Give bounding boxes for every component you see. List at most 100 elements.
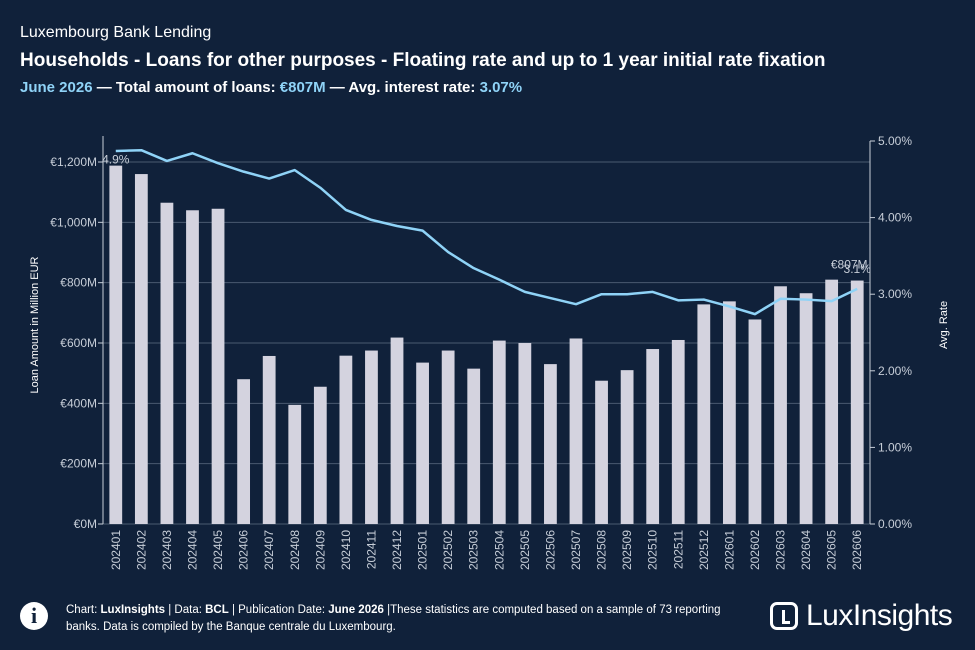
- y-left-tick-label: €200M: [60, 457, 97, 471]
- bar: [390, 337, 404, 524]
- x-tick-label: 202602: [748, 530, 762, 570]
- x-tick-label: 202502: [441, 530, 455, 570]
- bar: [518, 343, 532, 524]
- bar-layer: [109, 165, 864, 525]
- bar: [237, 379, 251, 524]
- bar: [467, 368, 481, 524]
- x-tick-label: 202512: [697, 530, 711, 570]
- y-left-tick-label: €1,000M: [50, 215, 97, 229]
- x-tick-label: 202406: [237, 530, 251, 570]
- bar: [262, 355, 276, 524]
- bar: [799, 293, 813, 524]
- footer-pub-label: | Publication Date:: [228, 604, 329, 616]
- x-tick-label: 202606: [850, 530, 864, 570]
- bar: [646, 349, 660, 524]
- x-tick-label: 202402: [134, 530, 148, 570]
- bar: [441, 350, 455, 524]
- x-tick-label: 202505: [518, 530, 532, 570]
- chart-subtitle: June 2026 — Total amount of loans: €807M…: [20, 79, 522, 96]
- info-icon[interactable]: i: [20, 602, 48, 630]
- last-rate-label: 3.1%: [844, 262, 872, 276]
- bar: [569, 338, 583, 524]
- x-tick-label: 202511: [671, 530, 685, 569]
- bar: [722, 301, 736, 524]
- x-tick-label: 202401: [109, 530, 123, 570]
- subtitle-sep-1: — Total amount of loans:: [92, 79, 280, 96]
- combo-chart: €0M €200M €400M €600M €800M €1,000M €1,200M 0.0…: [29, 134, 950, 570]
- y-left-tick-label: €0M: [74, 517, 97, 531]
- first-rate-label: 4.9%: [102, 153, 130, 167]
- rate-line-series: [115, 148, 858, 316]
- luxinsights-logo[interactable]: LuxInsights: [770, 596, 953, 636]
- bar: [186, 210, 199, 524]
- y-right-axis-title: Avg. Rate: [938, 301, 950, 349]
- subtitle-period: June 2026: [20, 79, 93, 96]
- y-left-tick-label: €800M: [60, 276, 97, 290]
- y-right-tick-label: 5.00%: [878, 134, 912, 148]
- x-tick-label: 202605: [825, 530, 839, 570]
- x-tick-label: 202404: [185, 530, 199, 570]
- grid-layer: [98, 136, 875, 525]
- x-tick-label: 202411: [364, 530, 378, 569]
- x-tick-label: 202410: [339, 530, 353, 570]
- bar: [671, 339, 685, 524]
- subtitle-rate: 3.07%: [479, 79, 523, 96]
- footer-chart-label: Chart:: [66, 604, 101, 616]
- bar: [850, 280, 864, 524]
- x-tick-label: 202412: [390, 530, 404, 570]
- x-tick-label: 202504: [492, 530, 506, 570]
- x-tick-label: 202508: [595, 530, 609, 570]
- bar: [825, 279, 839, 524]
- x-tick-label: 202510: [646, 530, 660, 570]
- last-amount-label: €807M: [831, 258, 868, 272]
- footer-pub-date: June 2026: [328, 604, 384, 616]
- y-right-tick-label: 3.00%: [878, 287, 912, 301]
- bar: [748, 319, 762, 524]
- y-left-axis-title: Loan Amount in Million EUR: [29, 256, 41, 393]
- y-right-tick-label: 4.00%: [878, 211, 912, 225]
- subtitle-amount: €807M: [279, 79, 326, 96]
- footer-data-by: BCL: [205, 604, 229, 616]
- bar: [620, 370, 634, 524]
- x-tick-label: 202405: [211, 530, 225, 570]
- footer: i Chart: LuxInsights | Data: BCL | Publi…: [0, 592, 975, 650]
- bar: [134, 174, 148, 525]
- x-tick-label: 202408: [288, 530, 302, 570]
- y-right-tick-label: 0.00%: [878, 517, 912, 531]
- bar: [365, 350, 378, 524]
- y-left-tick-label: €1,200M: [50, 155, 97, 169]
- footer-note: |These statistics are computed based on …: [66, 604, 721, 633]
- footer-chart-by: LuxInsights: [100, 604, 166, 616]
- x-tick-label: 202506: [543, 530, 557, 570]
- subtitle-sep-2: — Avg. interest rate:: [325, 79, 480, 96]
- bar: [774, 286, 787, 524]
- bar: [416, 362, 429, 524]
- y-right-tick-label: 1.00%: [878, 440, 912, 454]
- x-tick-label: 202604: [799, 530, 813, 570]
- bar: [313, 386, 327, 524]
- x-tick-label: 202403: [160, 530, 174, 570]
- chart-kicker: Luxembourg Bank Lending: [20, 24, 212, 41]
- x-tick-label: 202507: [569, 530, 583, 570]
- footer-text: Chart: LuxInsights | Data: BCL | Publica…: [66, 602, 736, 636]
- label-layer: €0M €200M €400M €600M €800M €1,000M €1,200M 0.0…: [50, 134, 912, 570]
- x-tick-label: 202409: [313, 530, 327, 570]
- bar: [544, 364, 557, 524]
- logo-text: LuxInsights: [806, 599, 953, 632]
- x-tick-label: 202601: [722, 530, 736, 570]
- line-layer: [115, 148, 858, 316]
- bar: [595, 380, 608, 524]
- bar: [339, 355, 353, 524]
- x-tick-label: 202603: [774, 530, 788, 570]
- x-tick-label: 202509: [620, 530, 634, 570]
- logo-mark-icon: [770, 602, 798, 630]
- bar: [109, 165, 123, 524]
- bar: [697, 304, 711, 524]
- y-left-tick-label: €600M: [60, 336, 97, 350]
- footer-data-label: | Data:: [165, 604, 206, 616]
- bar: [288, 404, 302, 524]
- x-tick-label: 202407: [262, 530, 276, 570]
- bar: [160, 202, 174, 524]
- x-tick-label: 202503: [467, 530, 481, 570]
